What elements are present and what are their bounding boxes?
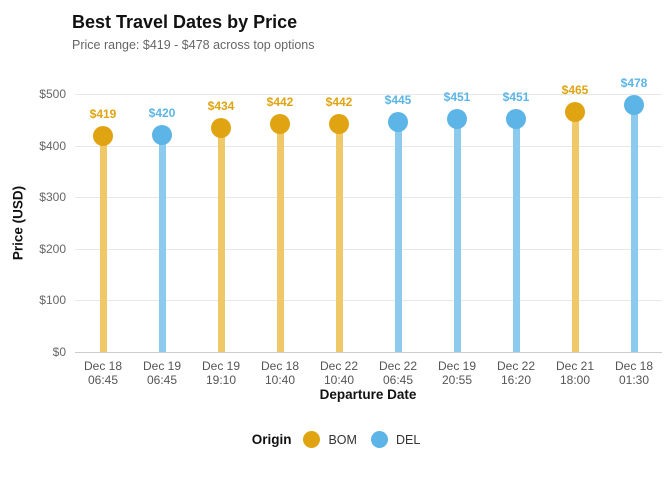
lollipop-marker[interactable]: [329, 113, 349, 134]
x-tick-label: Dec 22 06:45: [367, 359, 429, 387]
x-tick-time: 01:30: [618, 373, 650, 387]
x-axis-title: Departure Date: [319, 387, 417, 402]
legend-entry-label: BOM: [328, 432, 357, 447]
x-tick-label: Dec 19 19:10: [190, 359, 252, 387]
lollipop-stem: [99, 135, 107, 352]
x-tick-label: Dec 19 06:45: [131, 359, 193, 387]
lollipop-marker[interactable]: [624, 95, 644, 116]
gridline: [75, 145, 662, 147]
point-value-label: $478: [620, 76, 648, 91]
point-value-label: $434: [207, 99, 235, 114]
lollipop-stem: [276, 123, 284, 352]
lollipop-stem: [394, 122, 402, 352]
point-value-label: $442: [266, 94, 294, 109]
point-value-label: $420: [148, 106, 176, 121]
lollipop-stem: [158, 135, 166, 352]
lollipop-stem: [217, 128, 225, 352]
lollipop-stem: [512, 119, 520, 352]
x-tick-date: Dec 19: [201, 359, 241, 373]
legend-entry[interactable]: DEL: [370, 431, 421, 448]
lollipop-marker[interactable]: [152, 125, 172, 146]
gridline: [75, 300, 662, 302]
chart-title: Best Travel Dates by Price: [72, 12, 298, 32]
lollipop-marker[interactable]: [506, 109, 526, 130]
point-value-label: $465: [561, 83, 589, 98]
x-tick-date: Dec 22: [496, 359, 536, 373]
x-tick-time: 10:40: [323, 373, 355, 387]
point-value-label: $451: [443, 90, 471, 105]
x-tick-label: Dec 19 20:55: [426, 359, 488, 387]
x-tick-time: 06:45: [146, 373, 178, 387]
x-tick-time: 20:55: [441, 373, 473, 387]
y-tick-label: $0: [52, 345, 66, 359]
x-tick-time: 18:00: [559, 373, 591, 387]
gridline: [75, 352, 662, 353]
point-value-label: $445: [384, 93, 412, 108]
x-tick-time: 06:45: [382, 373, 414, 387]
gridline: [75, 197, 662, 199]
y-tick-label: $400: [39, 138, 66, 153]
x-tick-date: Dec 19: [437, 359, 477, 373]
x-tick-date: Dec 19: [142, 359, 182, 373]
x-tick-label: Dec 18 10:40: [249, 359, 311, 387]
legend: Origin BOM DEL: [0, 431, 672, 448]
x-tick-time: 19:10: [205, 373, 237, 387]
legend-swatch-del: [370, 431, 388, 448]
lollipop-marker[interactable]: [270, 113, 290, 134]
gridline: [75, 248, 662, 250]
x-tick-time: 16:20: [500, 373, 532, 387]
x-tick-label: Dec 18 06:45: [72, 359, 134, 387]
x-tick-label: Dec 18 01:30: [603, 359, 665, 387]
point-value-label: $419: [89, 106, 117, 121]
y-tick-label: $500: [39, 87, 66, 101]
x-tick-label: Dec 21 18:00: [544, 359, 606, 387]
lollipop-marker[interactable]: [93, 125, 113, 146]
legend-title: Origin: [251, 432, 292, 447]
lollipop-marker[interactable]: [447, 109, 467, 130]
lollipop-marker[interactable]: [211, 118, 231, 139]
y-tick-label: $100: [39, 293, 66, 308]
lollipop-marker[interactable]: [565, 102, 585, 123]
x-tick-date: Dec 22: [378, 359, 418, 373]
lollipop-stem: [571, 112, 579, 352]
point-value-label: $442: [325, 94, 353, 109]
lollipop-stem: [630, 105, 638, 352]
x-tick-date: Dec 18: [260, 359, 300, 373]
y-tick-label: $300: [39, 190, 66, 205]
legend-entry[interactable]: BOM: [303, 431, 357, 448]
chart-subtitle: Price range: $419 - $478 across top opti…: [72, 38, 315, 52]
x-tick-label: Dec 22 16:20: [485, 359, 547, 387]
x-tick-date: Dec 21: [555, 359, 595, 373]
y-tick-label: $200: [39, 241, 66, 256]
x-tick-time: 10:40: [264, 373, 296, 387]
gridline: [75, 94, 662, 95]
point-value-label: $451: [502, 90, 530, 105]
x-tick-time: 06:45: [87, 373, 119, 387]
x-tick-date: Dec 18: [614, 359, 654, 373]
x-tick-date: Dec 18: [83, 359, 123, 373]
x-tick-date: Dec 22: [319, 359, 359, 373]
lollipop-stem: [453, 119, 461, 352]
legend-entries: BOM DEL: [303, 431, 420, 448]
legend-swatch-bom: [303, 431, 321, 448]
lollipop-stem: [335, 123, 343, 352]
y-axis-title: Price (USD): [10, 185, 26, 261]
lollipop-marker[interactable]: [388, 112, 408, 133]
legend-entry-label: DEL: [395, 432, 421, 447]
x-tick-label: Dec 22 10:40: [308, 359, 370, 387]
